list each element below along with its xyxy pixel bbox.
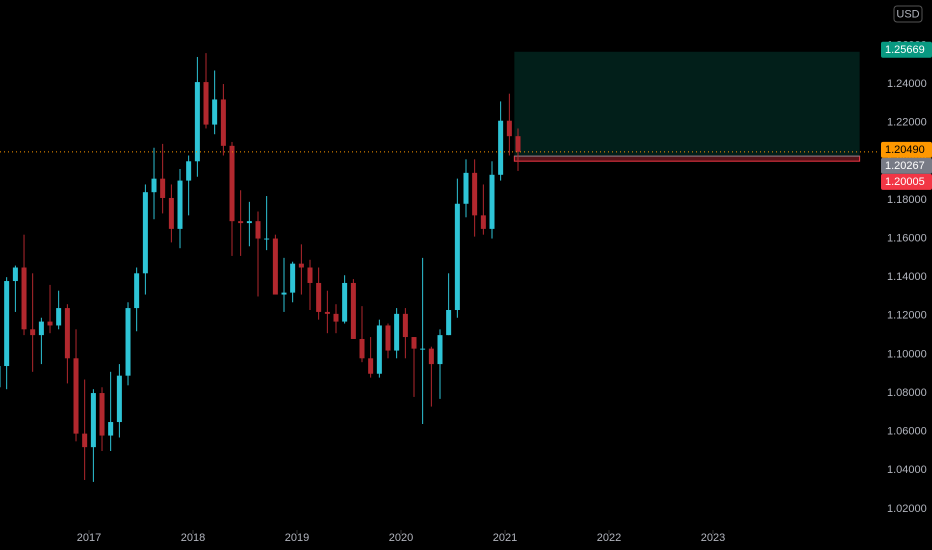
candle-body bbox=[177, 180, 183, 229]
candle-body bbox=[290, 263, 296, 293]
candle-body bbox=[402, 313, 408, 338]
candle-body bbox=[203, 82, 209, 125]
candle-body bbox=[515, 136, 521, 152]
candle-body bbox=[30, 329, 36, 336]
x-tick-label: 2023 bbox=[701, 532, 725, 544]
x-tick-label: 2021 bbox=[493, 532, 517, 544]
candle-body bbox=[472, 172, 478, 216]
candle-body bbox=[168, 197, 174, 229]
candle-body bbox=[246, 221, 252, 224]
candle-body bbox=[64, 308, 70, 359]
candle-body bbox=[47, 321, 53, 326]
price-badge-label: 1.20490 bbox=[885, 144, 925, 156]
candle-body bbox=[38, 321, 44, 336]
x-tick-label: 2022 bbox=[597, 532, 621, 544]
x-tick-label: 2018 bbox=[181, 532, 205, 544]
price-badge bbox=[881, 157, 932, 174]
candle-body bbox=[264, 238, 270, 240]
candle-body bbox=[489, 174, 495, 229]
candle-body bbox=[220, 99, 226, 146]
x-tick-label: 2019 bbox=[285, 532, 309, 544]
y-tick-label: 1.02000 bbox=[887, 503, 927, 515]
target-zone bbox=[514, 51, 860, 157]
candle-body bbox=[376, 325, 382, 374]
candle-body bbox=[108, 422, 114, 436]
candle-body bbox=[316, 282, 322, 312]
candle-body bbox=[151, 178, 157, 193]
candle-body bbox=[428, 348, 434, 365]
currency-box bbox=[893, 5, 923, 23]
candle-body bbox=[307, 267, 313, 283]
candle-body bbox=[394, 313, 400, 351]
candle-body bbox=[420, 348, 426, 350]
candle-body bbox=[21, 267, 27, 330]
candle-body bbox=[368, 358, 374, 374]
candle-body bbox=[411, 337, 417, 349]
candle-body bbox=[437, 335, 443, 365]
candle-body bbox=[385, 325, 391, 351]
candle-body bbox=[125, 308, 131, 376]
x-tick-label: 2017 bbox=[77, 532, 101, 544]
price-badge bbox=[881, 141, 932, 158]
candle-body bbox=[463, 172, 469, 204]
y-tick-label: 1.22000 bbox=[887, 117, 927, 129]
candle-body bbox=[186, 161, 192, 181]
candle-body bbox=[446, 310, 452, 336]
candle-body bbox=[142, 192, 148, 274]
candle-body bbox=[454, 203, 460, 311]
y-tick-label: 1.12000 bbox=[887, 310, 927, 322]
currency-label: USD bbox=[896, 8, 919, 20]
candle-body bbox=[229, 145, 235, 222]
candle-body bbox=[298, 263, 304, 268]
candles-layer bbox=[0, 53, 521, 482]
pos-layer bbox=[513, 51, 861, 162]
candle-body bbox=[73, 358, 79, 434]
price-axis bbox=[880, 0, 932, 550]
y-tick-label: 1.24000 bbox=[887, 78, 927, 90]
candle-body bbox=[134, 273, 140, 309]
candle-body bbox=[194, 82, 200, 162]
y-tick-label: 1.10000 bbox=[887, 348, 927, 360]
stop-zone bbox=[513, 155, 861, 162]
y-tick-label: 1.16000 bbox=[887, 232, 927, 244]
candle-body bbox=[359, 338, 365, 359]
candle-body bbox=[212, 99, 218, 125]
candle-body bbox=[342, 282, 348, 322]
candle-body bbox=[238, 221, 244, 224]
candle-body bbox=[12, 267, 18, 282]
candle-body bbox=[0, 366, 1, 388]
axis-layer: 1.02000 1.04000 1.06000 1.08000 1.10000 1.120… bbox=[77, 39, 932, 544]
candle-body bbox=[255, 221, 261, 239]
y-tick-label: 1.14000 bbox=[887, 271, 927, 283]
y-tick-label: 1.08000 bbox=[887, 387, 927, 399]
y-tick-label: 1.04000 bbox=[887, 464, 927, 476]
price-badge-label: 1.20267 bbox=[885, 160, 925, 172]
candle-body bbox=[82, 433, 88, 448]
candle-body bbox=[333, 313, 339, 322]
candle-body bbox=[506, 120, 512, 137]
candle-body bbox=[324, 311, 330, 314]
candle-body bbox=[4, 281, 10, 367]
price-badge bbox=[881, 41, 932, 58]
candle-body bbox=[116, 375, 122, 423]
candle-body bbox=[99, 393, 105, 436]
y-tick-label: 1.06000 bbox=[887, 426, 927, 438]
candle-body bbox=[498, 120, 504, 175]
candle-body bbox=[480, 215, 486, 229]
y-tick-label: 1.18000 bbox=[887, 194, 927, 206]
candle-body bbox=[272, 238, 278, 295]
candle-body bbox=[281, 292, 287, 295]
x-tick-label: 2020 bbox=[389, 532, 413, 544]
price-badge-label: 1.20005 bbox=[885, 176, 925, 188]
candle-body bbox=[56, 308, 62, 326]
candle-body bbox=[90, 393, 96, 448]
price-badge-label: 1.25669 bbox=[885, 44, 925, 56]
price-badge bbox=[881, 173, 932, 190]
candle-body bbox=[350, 282, 356, 339]
candle-body bbox=[160, 178, 166, 198]
